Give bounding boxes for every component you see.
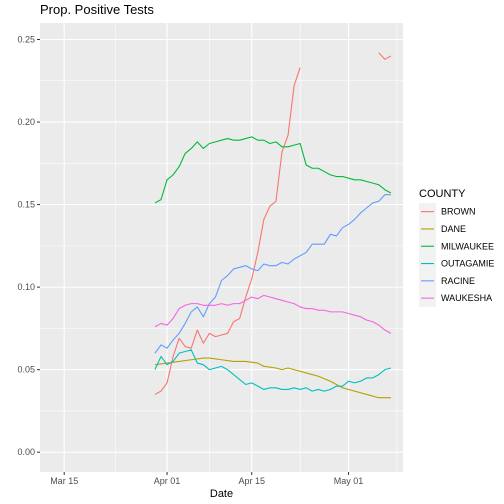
- y-axis: 0.00 0.05 0.10 0.15 0.20 0.25: [17, 35, 40, 457]
- series-line-dane: [154, 357, 391, 399]
- legend-label-brown: BROWN: [441, 207, 476, 217]
- x-tick-label: Apr 01: [154, 476, 181, 486]
- series-line-brown: [154, 52, 392, 395]
- x-tick-label: Apr 15: [238, 476, 265, 486]
- plot-panel: [40, 23, 403, 472]
- y-tick-label: 0.10: [17, 282, 35, 292]
- major-gridlines: [40, 23, 403, 472]
- legend-label-waukesha: WAUKESHA: [441, 293, 492, 303]
- series-line-waukesha: [154, 294, 392, 334]
- series-line-racine: [154, 194, 391, 354]
- y-tick-label: 0.15: [17, 200, 35, 210]
- x-axis-title: Date: [210, 488, 233, 500]
- chart-title: Prop. Positive Tests: [40, 2, 154, 17]
- minor-gridlines: [40, 23, 403, 472]
- y-tick-label: 0.00: [17, 447, 35, 457]
- legend-label-milwaukee: MILWAUKEE: [441, 241, 494, 251]
- x-axis: Mar 15 Apr 01 Apr 15 May 01: [50, 472, 363, 486]
- legend-title: COUNTY: [419, 188, 466, 200]
- x-tick-label: May 01: [334, 476, 364, 486]
- y-tick-label: 0.20: [17, 117, 35, 127]
- y-tick-label: 0.05: [17, 365, 35, 375]
- legend-label-outagamie: OUTAGAMIE: [441, 259, 494, 269]
- legend-label-dane: DANE: [441, 224, 466, 234]
- series-lines: [154, 52, 392, 399]
- x-tick-label: Mar 15: [50, 476, 78, 486]
- legend-label-racine: RACINE: [441, 276, 475, 286]
- series-line-milwaukee: [154, 136, 392, 204]
- legend: COUNTY BROWN DANE MILWAUKEE OUTAGAMIE RACINE…: [419, 188, 494, 307]
- series-line-outagamie: [154, 349, 392, 392]
- y-tick-label: 0.25: [17, 35, 35, 45]
